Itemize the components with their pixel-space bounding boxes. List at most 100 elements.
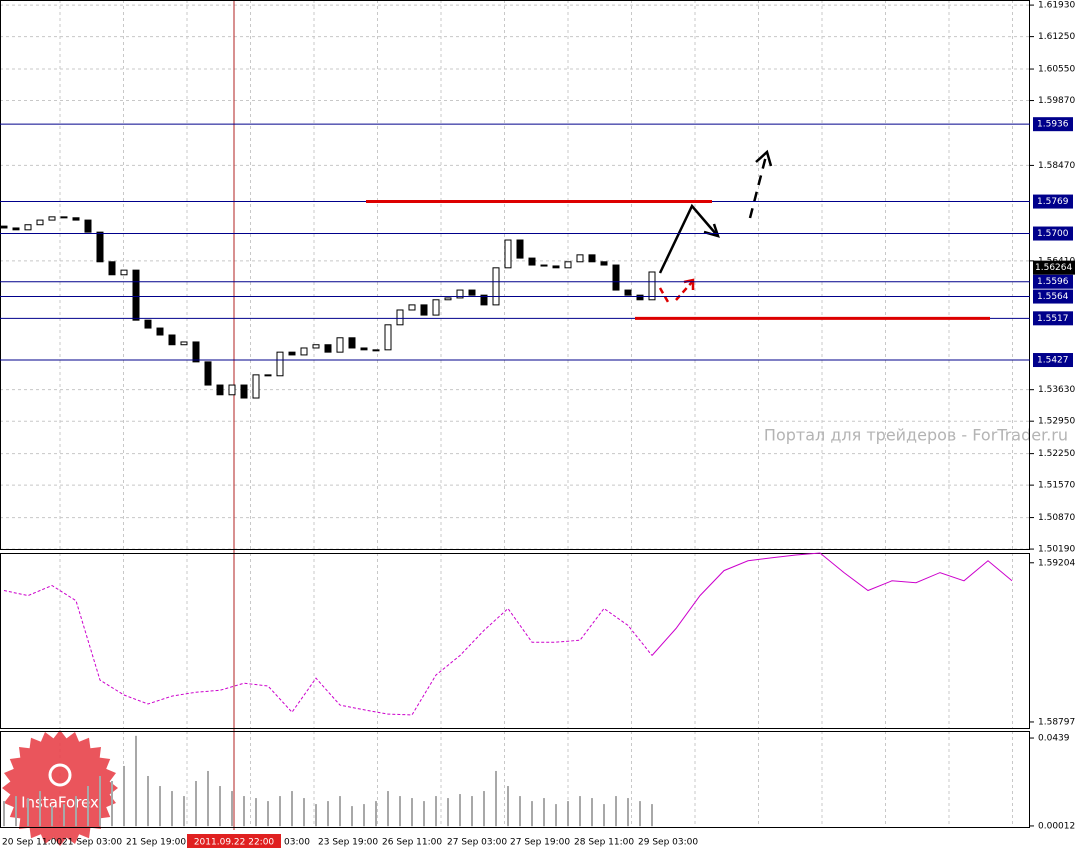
y-tick-label: 1.60550: [1038, 65, 1075, 75]
x-tick-label: 21 Sep 03:00: [62, 838, 122, 848]
candle: [48, 216, 56, 221]
candle: [168, 334, 176, 346]
candle: [504, 239, 512, 269]
volume-bar: [339, 796, 341, 827]
candle: [144, 319, 152, 329]
indicator-line: [3, 584, 653, 716]
level-label-box: [1033, 289, 1073, 304]
x-tick-label: 28 Sep 11:00: [574, 838, 634, 848]
y-tick-label: 1.50190: [1038, 545, 1075, 555]
volume-bar: [51, 806, 53, 827]
candle: [252, 374, 260, 399]
candle: [180, 341, 188, 346]
x-tick-label: 29 Sep 03:00: [638, 838, 698, 848]
candle: [288, 351, 296, 356]
indicator-line: [651, 552, 1013, 656]
candle: [648, 271, 656, 301]
volume-bar: [531, 801, 533, 827]
level-label-box: [1033, 311, 1073, 326]
candle: [336, 337, 344, 353]
volume-bar: [87, 786, 89, 827]
volume-bar: [579, 796, 581, 827]
volume-bar: [171, 791, 173, 827]
forecast-arrow-dashed: [748, 155, 768, 219]
volume-bar: [615, 796, 617, 827]
candle: [300, 347, 308, 356]
volume-bar: [123, 765, 125, 827]
volume-bar: [291, 791, 293, 827]
level-label-box: [1033, 194, 1073, 209]
candle: [120, 269, 128, 276]
y-tick-label: 1.51570: [1038, 481, 1075, 491]
candle: [540, 264, 548, 267]
volume-bar: [63, 804, 65, 827]
y-tick-label: 1.52250: [1038, 449, 1075, 459]
candle: [492, 267, 500, 306]
volume-bar: [207, 770, 209, 827]
candle: [72, 217, 80, 221]
candle: [36, 219, 44, 226]
volume-bar: [375, 801, 377, 827]
volume-bar: [387, 791, 389, 827]
y-tick-label: 0.000127: [1038, 821, 1076, 831]
volume-bar: [111, 781, 113, 827]
volume-bar: [399, 796, 401, 827]
candle: [324, 344, 332, 353]
candle: [576, 254, 584, 263]
candle: [156, 327, 164, 336]
volume-bar: [243, 796, 245, 827]
pane-border: [0, 731, 1030, 828]
forecast-arrow: [658, 203, 717, 274]
candle: [636, 294, 644, 301]
candle: [108, 261, 116, 276]
volume-bar: [351, 806, 353, 827]
arrow-head: [755, 149, 773, 167]
volume-bar: [519, 796, 521, 827]
level-label: 1.5517: [1037, 314, 1069, 324]
y-tick-label: 1.53630: [1038, 385, 1075, 395]
candle: [372, 349, 380, 352]
volume-bar: [267, 801, 269, 827]
volume-bar: [231, 791, 233, 827]
volume-bar: [651, 804, 653, 827]
candle: [588, 254, 596, 263]
volume-bar: [483, 791, 485, 827]
volume-bar: [219, 786, 221, 827]
volume-bar: [603, 804, 605, 827]
candle: [12, 227, 20, 231]
logo-icon: [48, 763, 72, 787]
level-label-box: [1033, 226, 1073, 241]
candle: [312, 344, 320, 349]
pane-border: [0, 0, 1030, 550]
candle: [552, 265, 560, 269]
volume-bar: [15, 796, 17, 827]
candle: [516, 239, 524, 259]
x-tick-label: 03:00: [284, 838, 310, 848]
candle: [480, 294, 488, 306]
x-tick-label: 21 Sep 19:00: [126, 838, 186, 848]
x-tick-label: 26 Sep 11:00: [382, 838, 442, 848]
x-tick-label: 27 Sep 19:00: [510, 838, 570, 848]
volume-bar: [411, 798, 413, 827]
volume-bar: [327, 801, 329, 827]
volume-bar: [435, 796, 437, 827]
volume-bar: [75, 796, 77, 827]
y-tick-label: 0.0439: [1038, 734, 1070, 744]
y-tick-label: 1.59204: [1038, 558, 1075, 568]
x-tick-label: 27 Sep 03:00: [447, 838, 507, 848]
candle: [624, 289, 632, 296]
candle: [564, 261, 572, 269]
candle: [408, 304, 416, 311]
volume-bar: [99, 775, 101, 827]
candle: [24, 224, 32, 231]
volume-bar: [555, 804, 557, 827]
candle: [600, 261, 608, 266]
volume-bar: [639, 801, 641, 827]
level-label: 1.5936: [1037, 120, 1069, 130]
volume-bar: [39, 791, 41, 827]
volume-bar: [447, 798, 449, 827]
level-label: 1.5596: [1037, 277, 1069, 287]
volume-bar: [159, 786, 161, 827]
